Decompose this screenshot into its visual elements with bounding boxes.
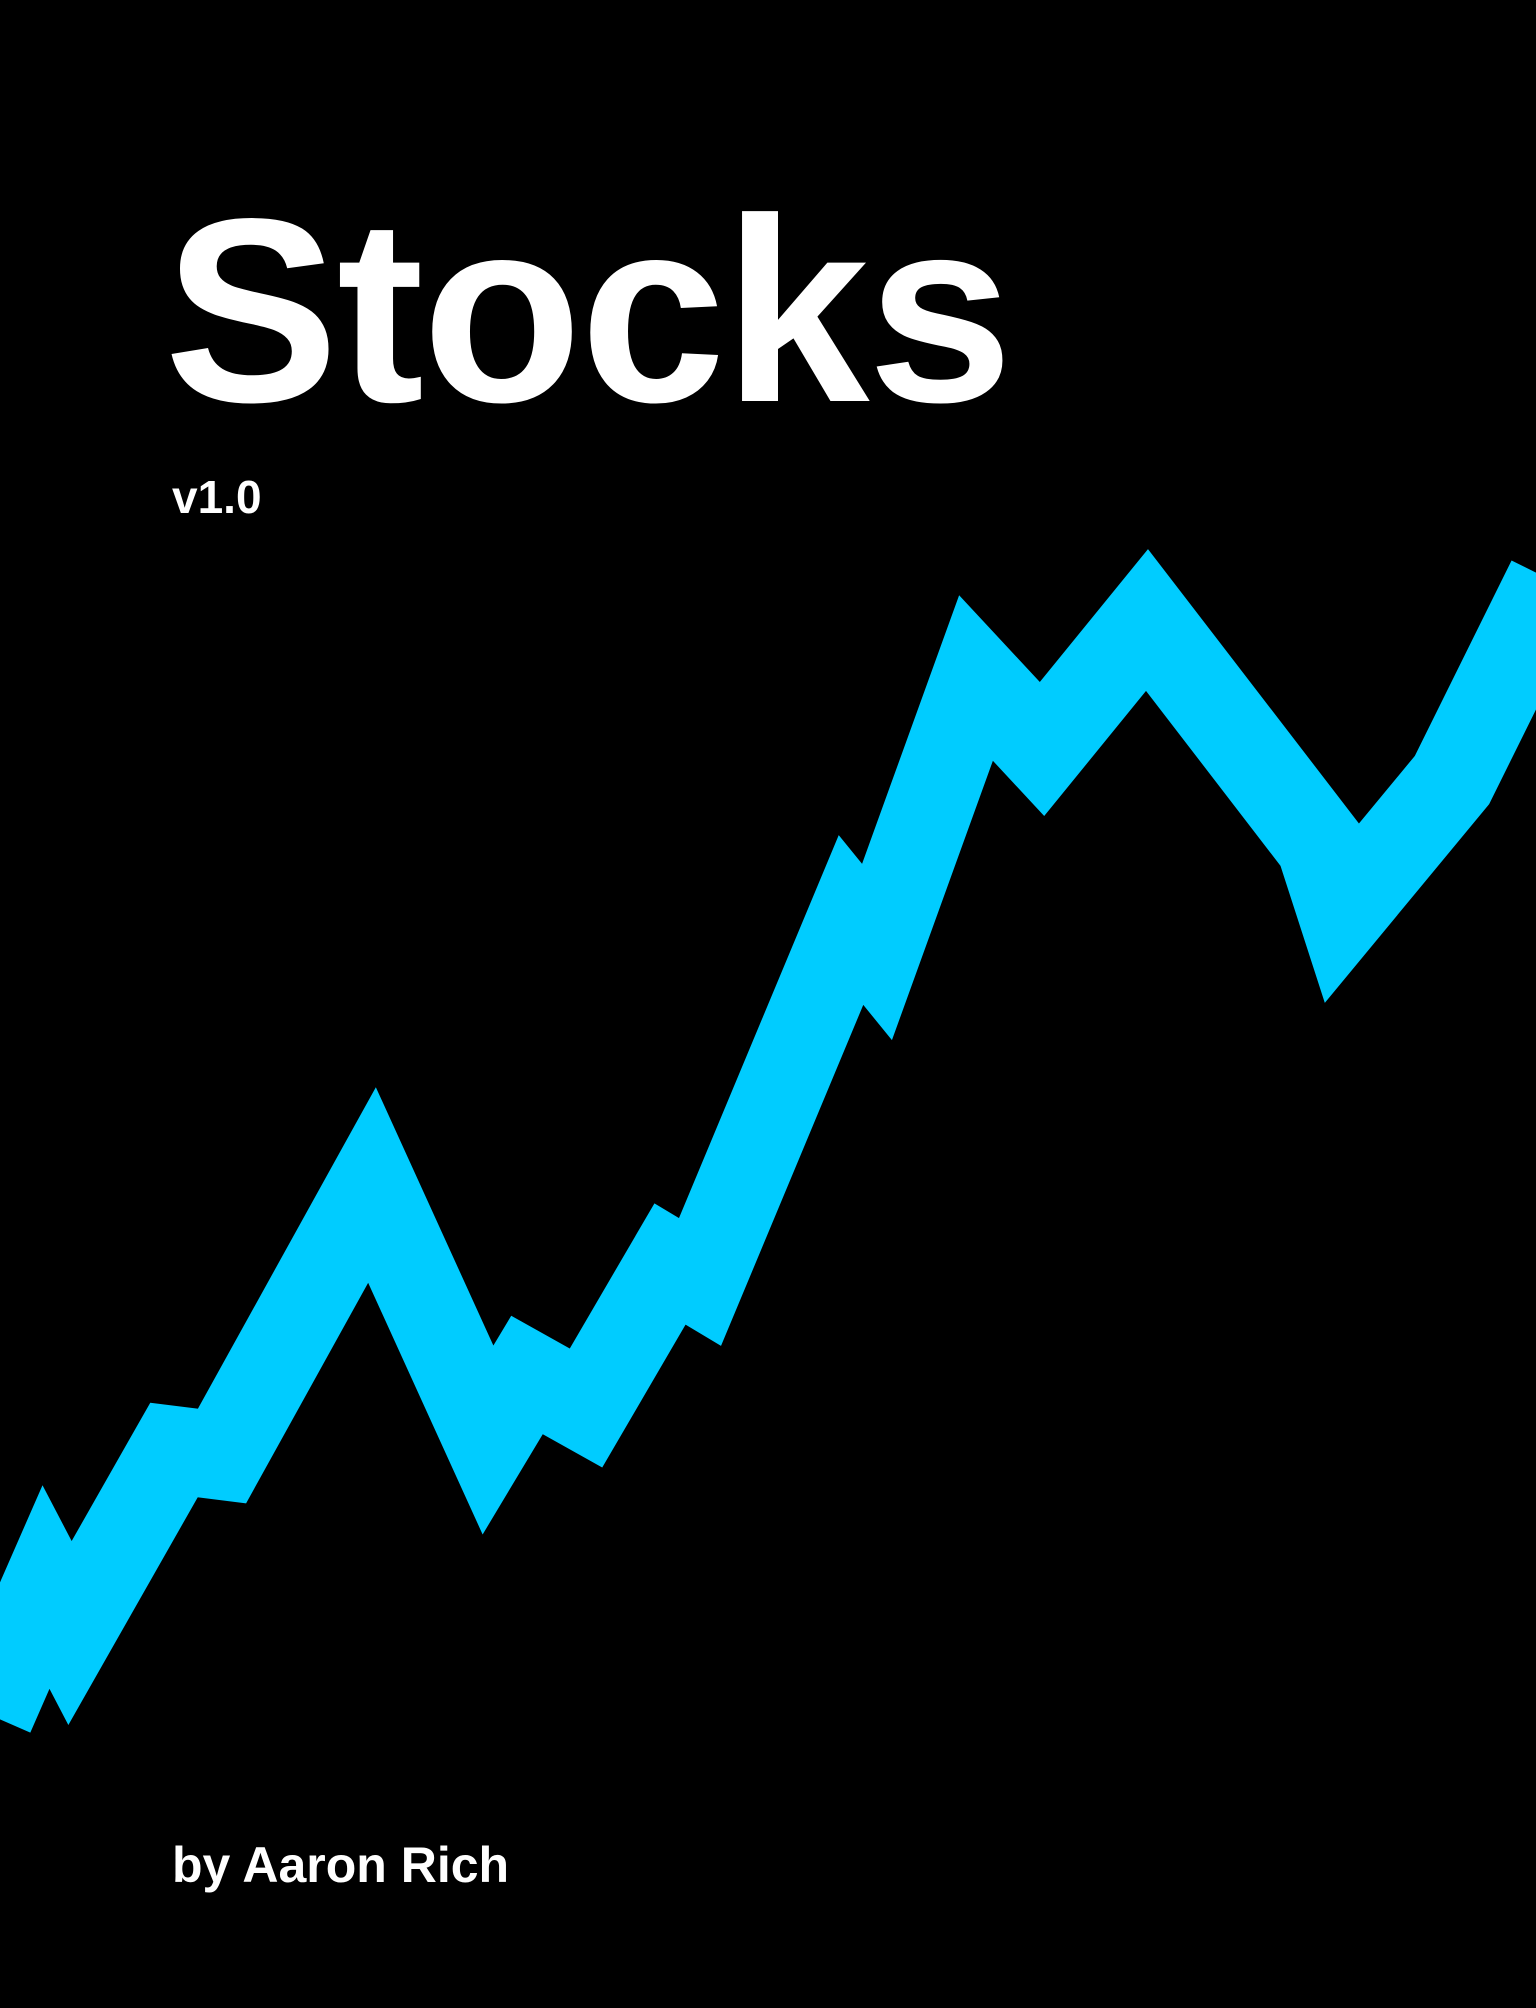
cover-title: Stocks <box>164 164 1013 457</box>
author-byline: by Aaron Rich <box>172 1837 510 1893</box>
version-label: v1.0 <box>172 471 262 523</box>
stock-trend-line <box>0 549 1536 1733</box>
